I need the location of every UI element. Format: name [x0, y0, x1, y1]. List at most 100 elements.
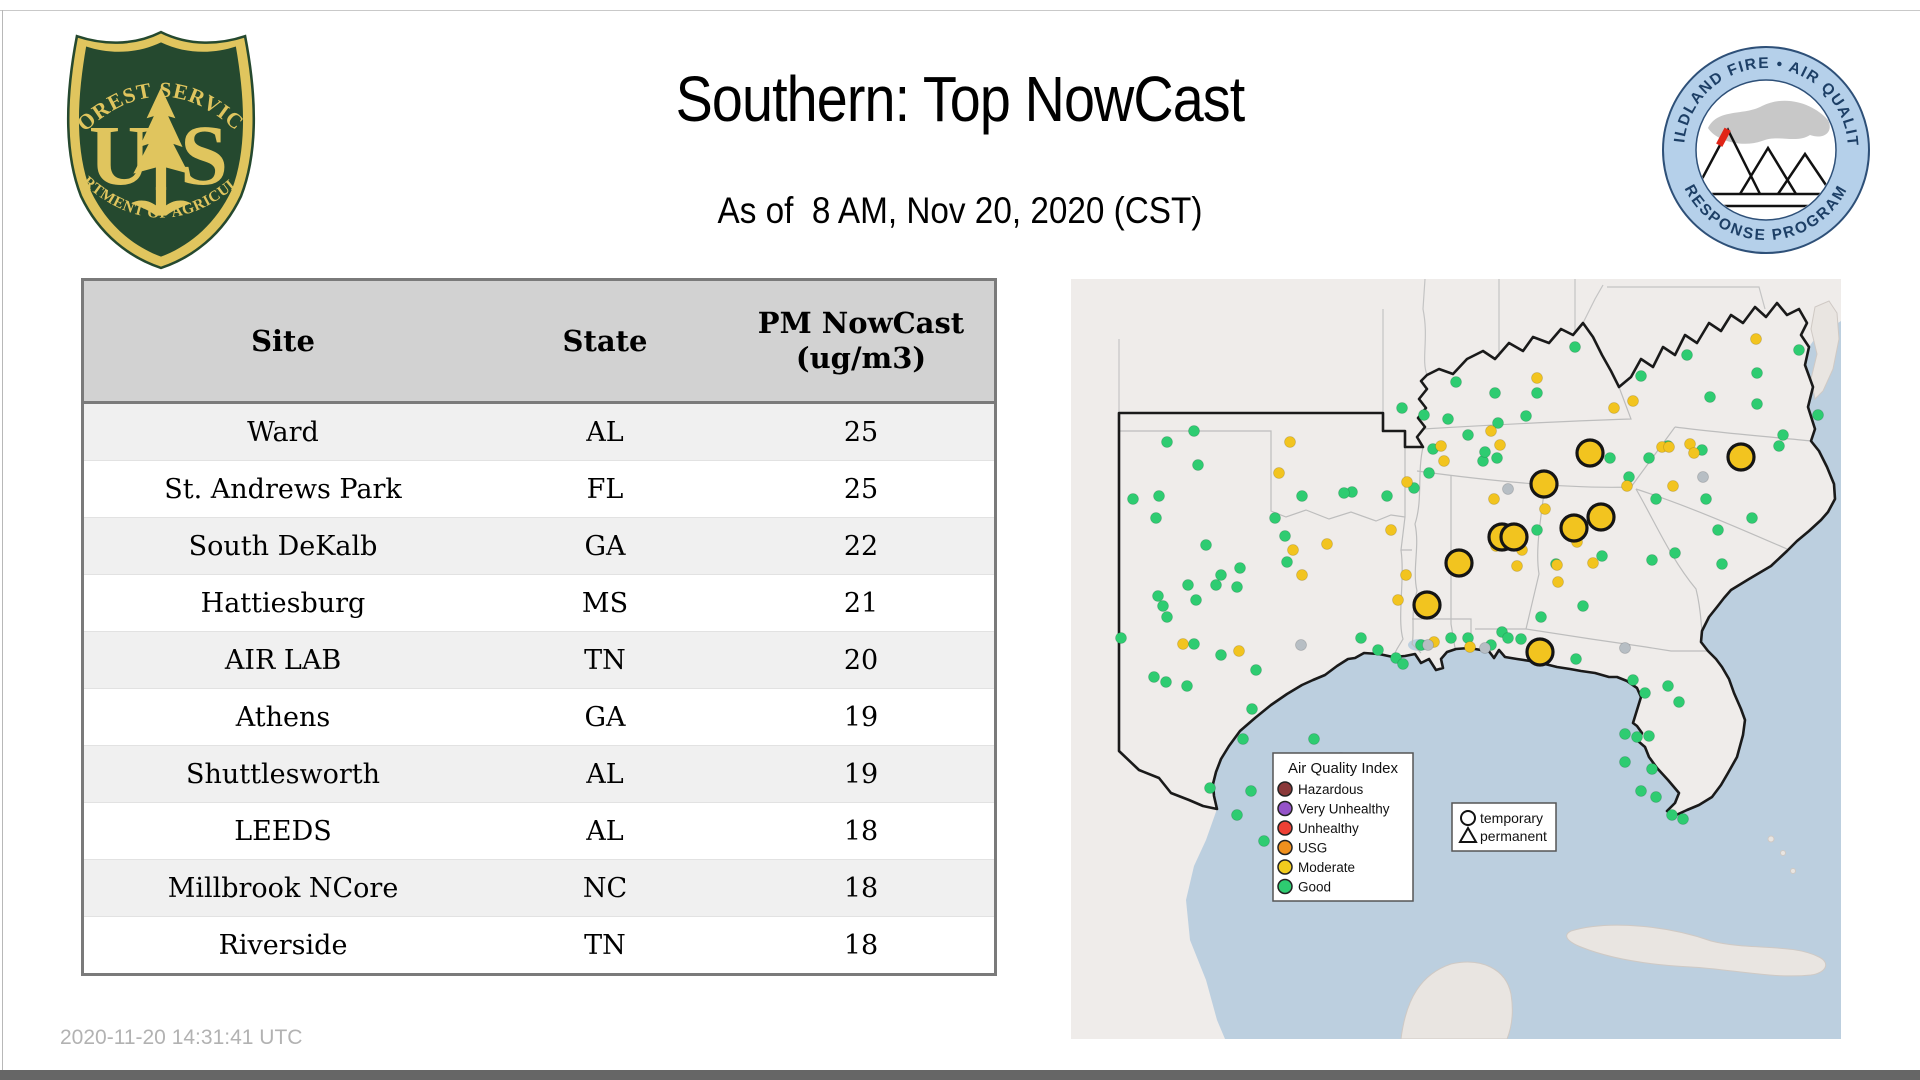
table-cell: 18 — [728, 916, 996, 975]
map-marker — [1445, 632, 1457, 644]
wfaqrp-logo-icon: WILDLAND FIRE • AIR QUALITY RESPONSE PRO… — [1650, 29, 1870, 254]
map-marker — [1418, 409, 1430, 421]
map-marker — [1502, 632, 1514, 644]
map-marker — [1258, 835, 1270, 847]
map-marker — [1750, 333, 1762, 345]
map-marker — [1161, 611, 1173, 623]
aqi-legend-title: Air Quality Index — [1288, 760, 1399, 777]
map-marker — [1716, 558, 1728, 570]
map-marker — [1237, 733, 1249, 745]
map-marker — [1284, 436, 1296, 448]
table-cell: Riverside — [82, 916, 482, 975]
map-marker — [1115, 632, 1127, 644]
map-marker — [1773, 440, 1785, 452]
map-top-site-marker — [1412, 590, 1442, 620]
map-marker — [1666, 809, 1678, 821]
map-marker — [1215, 569, 1227, 581]
map-marker — [1596, 550, 1608, 562]
map-marker — [1608, 402, 1620, 414]
table-cell: 20 — [728, 631, 996, 689]
temporary-label: temporary — [1480, 810, 1543, 826]
map-marker — [1646, 763, 1658, 775]
map-marker — [1485, 425, 1497, 437]
map-marker — [1646, 554, 1658, 566]
map-marker — [1488, 493, 1500, 505]
table-row: AIR LAB TN 20 — [82, 631, 996, 689]
map-marker — [1396, 402, 1408, 414]
map-marker — [1281, 556, 1293, 568]
col-header-state: State — [482, 279, 728, 404]
map-marker — [1491, 452, 1503, 464]
table-cell: Ward — [82, 402, 482, 461]
map-marker — [1643, 452, 1655, 464]
map-marker — [1777, 429, 1789, 441]
table-cell: Hattiesburg — [82, 574, 482, 632]
aqi-legend-label: USG — [1298, 841, 1327, 856]
aqi-legend-dot — [1277, 820, 1293, 836]
map-marker — [1423, 467, 1435, 479]
usfs-pine-tree-icon — [131, 87, 191, 216]
map-marker — [1667, 480, 1679, 492]
fire-mark-icon — [1716, 127, 1731, 147]
aqi-legend: Air Quality Index Hazardous Very Unhealth… — [1272, 752, 1414, 902]
table-cell: 19 — [728, 745, 996, 803]
map-marker — [1269, 512, 1281, 524]
map-marker — [1157, 600, 1169, 612]
map-marker — [1250, 664, 1262, 676]
map-marker — [1627, 674, 1639, 686]
col-header-pm-nowcast: PM NowCast (ug/m3) — [728, 279, 996, 404]
map-marker — [1177, 638, 1189, 650]
map-marker — [1587, 557, 1599, 569]
map-top-site-marker — [1726, 442, 1756, 472]
map-marker — [1190, 594, 1202, 606]
temporary-marker-icon — [1460, 810, 1476, 826]
table-row: Hattiesburg MS 21 — [82, 574, 996, 632]
map-marker — [1635, 370, 1647, 382]
map-top-site-marker — [1529, 469, 1559, 499]
map-top-site-marker — [1586, 502, 1616, 532]
map-marker — [1231, 809, 1243, 821]
map-marker — [1479, 446, 1491, 458]
map-marker — [1494, 439, 1506, 451]
map-marker — [1479, 642, 1491, 654]
table-row: Riverside TN 18 — [82, 916, 996, 975]
map-marker — [1188, 425, 1200, 437]
table-cell: GA — [482, 688, 728, 746]
map-marker — [1182, 579, 1194, 591]
map-marker — [1535, 611, 1547, 623]
aqi-legend-label: Good — [1298, 880, 1331, 895]
map-marker — [1492, 417, 1504, 429]
table-cell: AL — [482, 402, 728, 461]
map-marker — [1751, 398, 1763, 410]
map-marker — [1296, 490, 1308, 502]
table-cell: 19 — [728, 688, 996, 746]
map-marker — [1552, 576, 1564, 588]
nowcast-table: Site State PM NowCast (ug/m3) Ward AL 25 St… — [81, 278, 997, 976]
table-cell: LEEDS — [82, 802, 482, 860]
table-header-row: Site State PM NowCast (ug/m3) — [82, 279, 996, 404]
permanent-marker-icon — [1458, 825, 1478, 843]
map-marker — [1435, 440, 1447, 452]
table-cell: 25 — [728, 402, 996, 461]
table-cell: Millbrook NCore — [82, 859, 482, 917]
map-marker — [1531, 387, 1543, 399]
map-marker — [1639, 687, 1651, 699]
aqi-legend-label: Hazardous — [1298, 782, 1364, 797]
map-marker — [1308, 733, 1320, 745]
map-marker — [1150, 512, 1162, 524]
slide-bottom-bar — [0, 1070, 1920, 1080]
table-cell: St. Andrews Park — [82, 460, 482, 518]
map-marker — [1153, 490, 1165, 502]
map-marker — [1688, 447, 1700, 459]
map-marker — [1539, 503, 1551, 515]
map-top-site-marker — [1499, 522, 1529, 552]
smoke-plume-icon — [1708, 100, 1830, 144]
map-marker — [1812, 409, 1824, 421]
map-marker — [1520, 410, 1532, 422]
map-marker — [1338, 487, 1350, 499]
map-marker — [1704, 391, 1716, 403]
map-marker — [1450, 376, 1462, 388]
map-marker — [1604, 452, 1616, 464]
map-marker — [1502, 483, 1514, 495]
map-marker — [1621, 480, 1633, 492]
